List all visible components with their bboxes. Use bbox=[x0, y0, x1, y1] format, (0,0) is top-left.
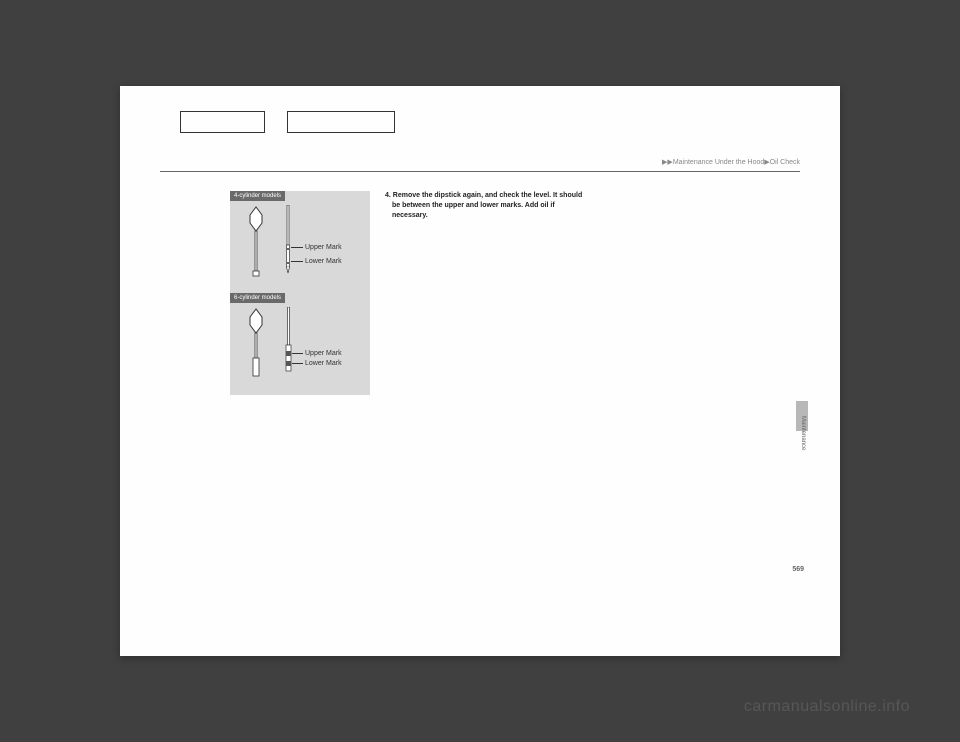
placeholder-box-2 bbox=[287, 111, 395, 133]
diagram-6cyl: 6-cylinder models Upper Mark Lower bbox=[230, 293, 370, 395]
arrow-lower-4cyl bbox=[291, 261, 303, 262]
dipstick-handle-icon bbox=[248, 205, 278, 290]
watermark: carmanualsonline.info bbox=[744, 698, 910, 716]
lower-mark-label-6cyl: Lower Mark bbox=[305, 360, 342, 367]
content-area: 4-cylinder models Upper Mark bbox=[230, 191, 588, 395]
dipstick-handle-icon-6cyl bbox=[248, 307, 278, 392]
breadcrumb-subsection: Oil Check bbox=[770, 159, 800, 166]
upper-mark-label-4cyl: Upper Mark bbox=[305, 244, 342, 251]
diagram-4cyl-label: 4-cylinder models bbox=[230, 191, 285, 201]
breadcrumb-section: Maintenance Under the Hood bbox=[673, 159, 764, 166]
page-number: 569 bbox=[792, 566, 804, 573]
top-placeholder-boxes bbox=[180, 111, 395, 133]
upper-mark-label-6cyl: Upper Mark bbox=[305, 350, 342, 357]
diagram-6cyl-label: 6-cylinder models bbox=[230, 293, 285, 303]
dipstick-tip-icon bbox=[284, 205, 292, 280]
side-section-label: Maintenance bbox=[800, 416, 806, 450]
instruction-text: 4. Remove the dipstick again, and check … bbox=[388, 191, 588, 395]
arrow-lower-6cyl bbox=[292, 363, 303, 364]
arrow-upper-4cyl bbox=[291, 247, 303, 248]
breadcrumb: ▶▶Maintenance Under the Hood▶Oil Check bbox=[662, 158, 800, 166]
breadcrumb-arrow-1: ▶▶ bbox=[662, 159, 673, 166]
diagram-4cyl: 4-cylinder models Upper Mark bbox=[230, 191, 370, 293]
lower-mark-label-4cyl: Lower Mark bbox=[305, 258, 342, 265]
divider-line bbox=[160, 171, 800, 172]
dipstick-tip-icon-6cyl bbox=[284, 307, 294, 382]
placeholder-box-1 bbox=[180, 111, 265, 133]
manual-page: ▶▶Maintenance Under the Hood▶Oil Check 4… bbox=[120, 86, 840, 656]
arrow-upper-6cyl bbox=[292, 353, 303, 354]
diagram-column: 4-cylinder models Upper Mark bbox=[230, 191, 370, 395]
